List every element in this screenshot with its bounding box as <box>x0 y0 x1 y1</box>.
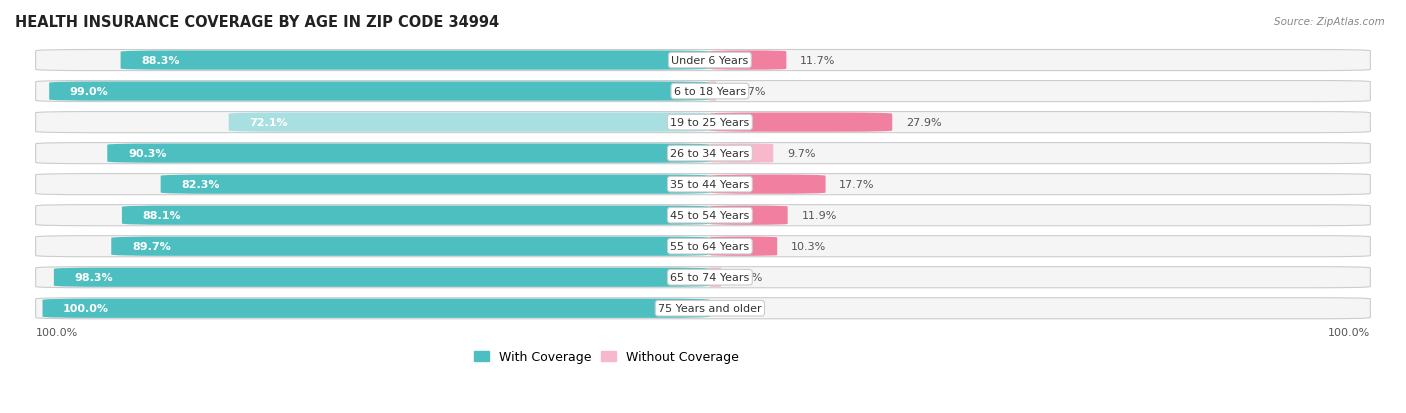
Text: 90.3%: 90.3% <box>128 149 166 159</box>
Text: 100.0%: 100.0% <box>1329 328 1371 338</box>
Text: 99.0%: 99.0% <box>70 87 108 97</box>
Legend: With Coverage, Without Coverage: With Coverage, Without Coverage <box>470 346 744 368</box>
FancyBboxPatch shape <box>710 237 778 256</box>
Text: 55 to 64 Years: 55 to 64 Years <box>671 242 749 252</box>
FancyBboxPatch shape <box>107 144 710 164</box>
Text: 0.97%: 0.97% <box>730 87 765 97</box>
FancyBboxPatch shape <box>42 299 710 318</box>
Text: Under 6 Years: Under 6 Years <box>671 56 748 66</box>
Text: 88.1%: 88.1% <box>142 211 181 221</box>
FancyBboxPatch shape <box>35 298 1371 319</box>
FancyBboxPatch shape <box>160 175 710 194</box>
FancyBboxPatch shape <box>35 236 1371 257</box>
FancyBboxPatch shape <box>710 82 716 102</box>
Text: 98.3%: 98.3% <box>75 273 112 282</box>
FancyBboxPatch shape <box>111 237 710 256</box>
FancyBboxPatch shape <box>35 81 1371 102</box>
Text: 9.7%: 9.7% <box>787 149 815 159</box>
Text: 1.7%: 1.7% <box>735 273 763 282</box>
Text: 27.9%: 27.9% <box>905 118 942 128</box>
Text: 45 to 54 Years: 45 to 54 Years <box>671 211 749 221</box>
Text: 89.7%: 89.7% <box>132 242 170 252</box>
Text: 82.3%: 82.3% <box>181 180 219 190</box>
Text: 26 to 34 Years: 26 to 34 Years <box>671 149 749 159</box>
FancyBboxPatch shape <box>710 268 721 287</box>
Text: 100.0%: 100.0% <box>35 328 77 338</box>
FancyBboxPatch shape <box>710 113 893 133</box>
Text: 88.3%: 88.3% <box>141 56 180 66</box>
FancyBboxPatch shape <box>35 50 1371 71</box>
Text: 17.7%: 17.7% <box>839 180 875 190</box>
Text: 72.1%: 72.1% <box>249 118 288 128</box>
Text: 11.7%: 11.7% <box>800 56 835 66</box>
FancyBboxPatch shape <box>710 175 825 194</box>
Text: Source: ZipAtlas.com: Source: ZipAtlas.com <box>1274 17 1385 26</box>
FancyBboxPatch shape <box>35 143 1371 164</box>
FancyBboxPatch shape <box>122 206 710 225</box>
FancyBboxPatch shape <box>53 268 710 287</box>
Text: HEALTH INSURANCE COVERAGE BY AGE IN ZIP CODE 34994: HEALTH INSURANCE COVERAGE BY AGE IN ZIP … <box>15 15 499 30</box>
Text: 0.0%: 0.0% <box>724 304 752 313</box>
Text: 75 Years and older: 75 Years and older <box>658 304 762 313</box>
Text: 6 to 18 Years: 6 to 18 Years <box>673 87 747 97</box>
FancyBboxPatch shape <box>35 174 1371 195</box>
FancyBboxPatch shape <box>710 51 786 71</box>
Text: 35 to 44 Years: 35 to 44 Years <box>671 180 749 190</box>
FancyBboxPatch shape <box>229 113 710 133</box>
Text: 65 to 74 Years: 65 to 74 Years <box>671 273 749 282</box>
Text: 10.3%: 10.3% <box>792 242 827 252</box>
FancyBboxPatch shape <box>35 205 1371 226</box>
Text: 100.0%: 100.0% <box>63 304 110 313</box>
Text: 11.9%: 11.9% <box>801 211 837 221</box>
FancyBboxPatch shape <box>35 267 1371 288</box>
FancyBboxPatch shape <box>49 82 710 102</box>
Text: 19 to 25 Years: 19 to 25 Years <box>671 118 749 128</box>
FancyBboxPatch shape <box>121 51 710 71</box>
FancyBboxPatch shape <box>710 144 773 164</box>
FancyBboxPatch shape <box>710 206 787 225</box>
FancyBboxPatch shape <box>35 112 1371 133</box>
